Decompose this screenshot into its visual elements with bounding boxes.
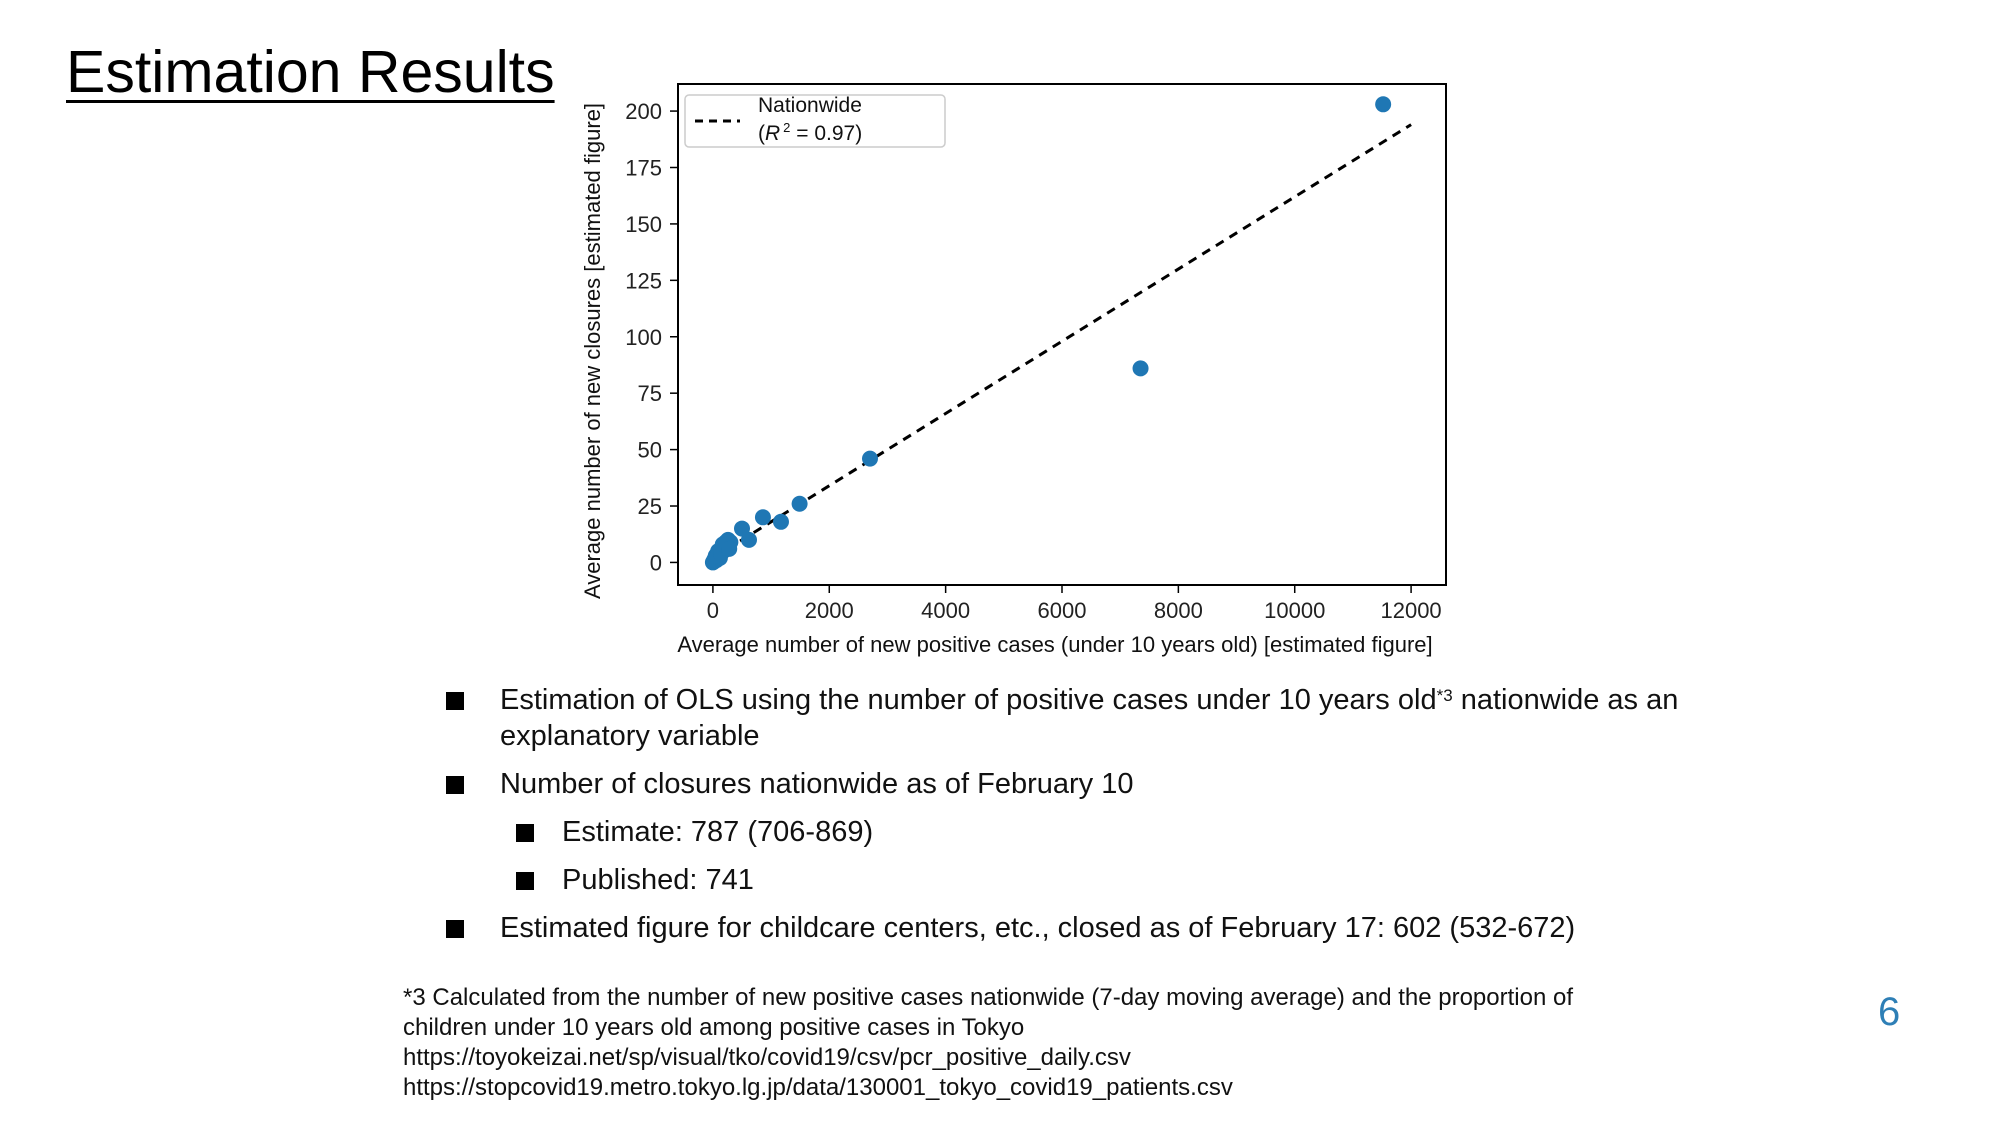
x-tick-label: 2000 [805, 598, 854, 623]
bullet-list: Estimation of OLS using the number of po… [440, 682, 1740, 958]
sub-bullet-item: Estimate: 787 (706-869) [510, 814, 1740, 850]
footnote-line: children under 10 years old among positi… [403, 1014, 1025, 1041]
y-tick-label: 25 [638, 494, 662, 519]
y-tick-label: 175 [625, 156, 662, 181]
bullet-text: Number of closures nationwide as of Febr… [500, 768, 1134, 800]
y-tick-label: 125 [625, 268, 662, 293]
y-tick-label: 150 [625, 212, 662, 237]
bullet-text-cont: nationwide as an explanatory variable [500, 684, 1679, 752]
y-axis-label: Average number of new closures [estimate… [580, 103, 605, 599]
data-point [1375, 96, 1392, 113]
footnote-line: *3 Calculated from the number of new pos… [403, 984, 1573, 1011]
legend-r2: (R 2 = 0.97) [758, 120, 862, 145]
x-tick-label: 12000 [1380, 598, 1441, 623]
square-bullet-icon [516, 872, 534, 890]
fit-line-layer [712, 123, 1412, 560]
y-tick-label: 75 [638, 381, 662, 406]
points-layer [704, 96, 1392, 571]
x-axis-ticks: 0 2000 4000 6000 8000 10000 12000 [707, 585, 1442, 623]
bullet-text: Estimated figure for childcare centers, … [500, 912, 1576, 944]
bullet-item: Estimated figure for childcare centers, … [440, 910, 1740, 946]
chart-legend: Nationwide (R 2 = 0.97) [684, 94, 946, 148]
y-tick-label: 100 [625, 325, 662, 350]
x-tick-label: 4000 [921, 598, 970, 623]
bullet-item: Number of closures nationwide as of Febr… [440, 766, 1740, 802]
data-point [754, 509, 771, 526]
x-axis-label: Average number of new positive cases (un… [677, 632, 1432, 657]
slide-title: Estimation Results [66, 39, 555, 105]
legend-label: Nationwide [758, 94, 862, 117]
bullet-text: Published: 741 [562, 864, 754, 896]
source-link[interactable]: https://toyokeizai.net/sp/visual/tko/cov… [403, 1044, 1131, 1071]
data-point [721, 540, 738, 557]
data-point [1132, 360, 1149, 377]
bullet-item: Estimation of OLS using the number of po… [440, 682, 1740, 754]
square-bullet-icon [446, 776, 464, 794]
legend-box [684, 94, 946, 148]
x-tick-label: 0 [707, 598, 719, 623]
bullet-text: Estimate: 787 (706-869) [562, 816, 874, 848]
footnote: *3 Calculated from the number of new pos… [403, 983, 1703, 1103]
y-tick-label: 0 [650, 550, 662, 575]
x-tick-label: 8000 [1154, 598, 1203, 623]
data-point [772, 513, 789, 530]
y-tick-label: 200 [625, 99, 662, 124]
y-tick-label: 50 [638, 438, 662, 463]
plot-frame [677, 83, 1447, 586]
footnote-ref: *3 [1436, 686, 1453, 705]
bullet-text: Estimation of OLS using the number of po… [500, 684, 1437, 716]
data-point [740, 531, 757, 548]
x-tick-label: 6000 [1038, 598, 1087, 623]
sub-bullet-item: Published: 741 [510, 862, 1740, 898]
page-number: 6 [1878, 990, 1901, 1034]
data-point [791, 495, 808, 512]
data-point [862, 450, 878, 467]
y-axis-ticks: 0 25 50 75 100 125 150 175 200 [625, 99, 678, 575]
x-tick-label: 10000 [1264, 598, 1325, 623]
square-bullet-icon [446, 692, 464, 710]
plot-border [677, 83, 1447, 586]
scatter-chart: 0 2000 4000 6000 8000 10000 12000 0 25 50 75 100 12… [580, 83, 1447, 657]
regression-line [712, 123, 1412, 560]
square-bullet-icon [446, 920, 464, 938]
source-link[interactable]: https://stopcovid19.metro.tokyo.lg.jp/da… [403, 1074, 1233, 1101]
square-bullet-icon [516, 824, 534, 842]
